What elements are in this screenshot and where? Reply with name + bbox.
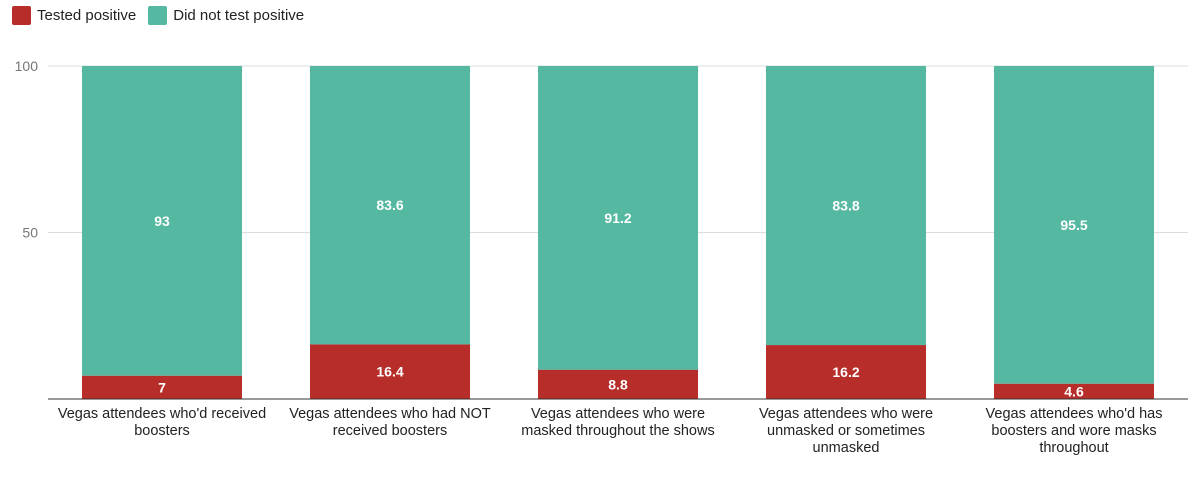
category-label-unmasked: Vegas attendees who were unmasked or som… [758,406,934,456]
y-tick-label-100: 100 [15,58,39,74]
data-label-masked-positive: 8.8 [608,376,628,392]
y-tick-label-50: 50 [22,225,38,241]
legend: Tested positive Did not test positive [12,6,316,25]
legend-label-did-not-test-positive: Did not test positive [173,7,305,24]
data-label-not-boosted-positive: 16.4 [376,364,403,380]
bar-boosted-negative [82,66,242,376]
legend-swatch-tested-positive [12,6,31,25]
data-label-boosted-and-masked-negative: 95.5 [1060,217,1087,233]
legend-item-did-not-test-positive[interactable]: Did not test positive [148,6,304,25]
data-label-not-boosted-negative: 83.6 [376,197,403,213]
bar-boosted-and-masked-positive [994,383,1154,399]
bar-unmasked-positive [766,345,926,399]
bar-boosted-positive [82,375,242,399]
data-label-boosted-positive: 7 [158,379,166,395]
bar-not-boosted-positive [310,344,470,399]
data-label-unmasked-positive: 16.2 [832,364,859,380]
bar-masked-negative [538,66,698,370]
data-label-unmasked-negative: 83.8 [832,198,859,214]
bar-unmasked-negative [766,66,926,346]
legend-item-tested-positive[interactable]: Tested positive [12,6,136,25]
legend-swatch-did-not-test-positive [148,6,168,25]
bar-boosted-and-masked-negative [994,66,1154,384]
bar-not-boosted-negative [310,66,470,345]
data-label-boosted-and-masked-positive: 4.6 [1064,383,1084,399]
category-label-not-boosted: Vegas attendees who had NOT received boo… [289,406,491,439]
category-label-boosted-and-masked: Vegas attendees who'd has boosters and w… [985,406,1163,456]
bar-masked-positive [538,369,698,399]
data-label-boosted-negative: 93 [154,213,170,229]
data-label-masked-negative: 91.2 [604,210,631,226]
category-label-masked: Vegas attendees who were masked througho… [521,406,715,439]
legend-label-tested-positive: Tested positive [37,7,137,24]
category-label-boosted: Vegas attendees who'd received boosters [57,406,267,439]
